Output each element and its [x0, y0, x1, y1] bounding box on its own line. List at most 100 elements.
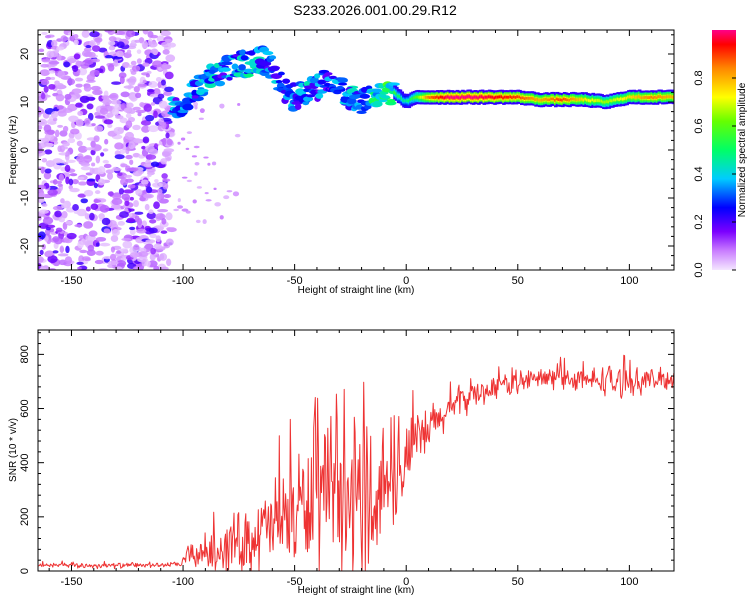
- noise-blob: [66, 78, 76, 85]
- noise-blob: [147, 88, 155, 93]
- noise-blob: [133, 244, 140, 251]
- noise-blob: [120, 91, 130, 98]
- noise-blob: [150, 102, 156, 106]
- noise-blob: [162, 49, 170, 55]
- noise-blob: [110, 253, 117, 261]
- noise-blob: [73, 34, 79, 39]
- noise-blob: [93, 199, 102, 203]
- noise-blob: [148, 227, 158, 234]
- noise-blob: [166, 258, 172, 267]
- ridge-blob: [309, 77, 319, 84]
- noise-blob: [125, 178, 134, 183]
- chart-title: S233.2026.001.00.29.R12: [293, 2, 457, 18]
- noise-blob: [44, 35, 51, 39]
- noise-blob: [77, 240, 84, 249]
- noise-blob: [128, 141, 136, 150]
- noise-blob: [94, 115, 106, 119]
- noise-blob: [66, 232, 77, 240]
- noise-blob: [75, 118, 84, 127]
- noise-blob: [129, 196, 134, 201]
- noise-blob: [123, 174, 133, 178]
- noise-blob: [157, 81, 162, 89]
- noise-blob: [67, 57, 77, 64]
- noise-blob: [67, 31, 75, 36]
- noise-blob: [150, 34, 158, 39]
- noise-blob: [123, 107, 132, 113]
- noise-blob: [135, 236, 146, 244]
- ridge-blob: [220, 61, 233, 66]
- noise-blob: [41, 31, 48, 36]
- noise-blob: [142, 136, 150, 144]
- noise-blob: [111, 81, 122, 85]
- noise-blob: [46, 143, 55, 147]
- noise-blob: [121, 237, 132, 242]
- noise-blob: [154, 178, 159, 183]
- noise-blob: [83, 117, 91, 125]
- noise-blob: [71, 88, 82, 94]
- noise-blob: [138, 251, 149, 257]
- noise-blob: [72, 203, 79, 211]
- spectrogram-xlabel: Height of straight line (km): [298, 285, 415, 296]
- noise-blob: [132, 106, 141, 111]
- noise-blob: [132, 170, 143, 177]
- ridge-blob: [294, 103, 302, 110]
- ridge-blob: [359, 93, 371, 99]
- noise-blob: [162, 137, 167, 146]
- noise-blob: [116, 260, 127, 267]
- noise-blob: [43, 124, 52, 133]
- noise-blob: [73, 39, 79, 46]
- noise-blob: [58, 217, 65, 223]
- noise-blob: [43, 171, 52, 180]
- noise-blob: [126, 49, 132, 54]
- noise-blob: [108, 45, 116, 51]
- noise-blob: [123, 189, 134, 194]
- noise-blob: [86, 103, 94, 110]
- noise-blob: [191, 155, 197, 158]
- noise-blob: [89, 212, 95, 221]
- ridge-blob: [226, 76, 233, 81]
- noise-blob: [94, 259, 104, 265]
- snr-xlabel: Height of straight line (km): [298, 585, 415, 596]
- spectrogram-ytick-label: 0: [19, 147, 31, 153]
- noise-blob: [39, 267, 47, 270]
- colorbar-tick-label: 0.0: [693, 262, 705, 277]
- spectrogram-xtick-label: -100: [172, 275, 194, 287]
- spectrogram-xtick-label: 50: [512, 275, 524, 287]
- noise-blob: [50, 76, 56, 81]
- noise-blob: [55, 93, 65, 102]
- noise-blob: [69, 187, 80, 193]
- noise-blob: [126, 102, 134, 109]
- ridge-blob: [338, 82, 348, 86]
- snr-xtick-label: -50: [287, 576, 303, 588]
- noise-blob: [141, 179, 149, 185]
- ridge-blob: [219, 67, 231, 72]
- noise-blob: [161, 173, 168, 179]
- noise-blob: [72, 65, 79, 72]
- noise-blob: [93, 70, 100, 76]
- noise-blob: [44, 168, 52, 174]
- noise-blob: [97, 166, 106, 175]
- noise-blob: [62, 141, 70, 147]
- noise-blob: [41, 243, 46, 250]
- noise-blob: [129, 159, 134, 165]
- noise-blob: [204, 192, 209, 195]
- noise-blob: [126, 167, 137, 172]
- noise-blob: [117, 220, 125, 226]
- noise-blob: [173, 208, 180, 212]
- noise-blob: [116, 41, 125, 49]
- noise-blob: [164, 38, 173, 43]
- noise-blob: [71, 179, 79, 185]
- noise-blob: [192, 199, 197, 204]
- noise-blob: [38, 209, 49, 214]
- noise-blob: [153, 201, 160, 210]
- noise-blob: [114, 142, 124, 150]
- ridge-blob: [262, 51, 274, 56]
- noise-blob: [77, 110, 84, 116]
- snr-ytick-label: 200: [19, 508, 31, 526]
- noise-blob: [67, 137, 76, 144]
- noise-blob: [151, 182, 163, 188]
- noise-blob: [119, 117, 128, 124]
- noise-blob: [160, 230, 168, 234]
- noise-blob: [52, 250, 59, 254]
- noise-blob: [117, 172, 123, 177]
